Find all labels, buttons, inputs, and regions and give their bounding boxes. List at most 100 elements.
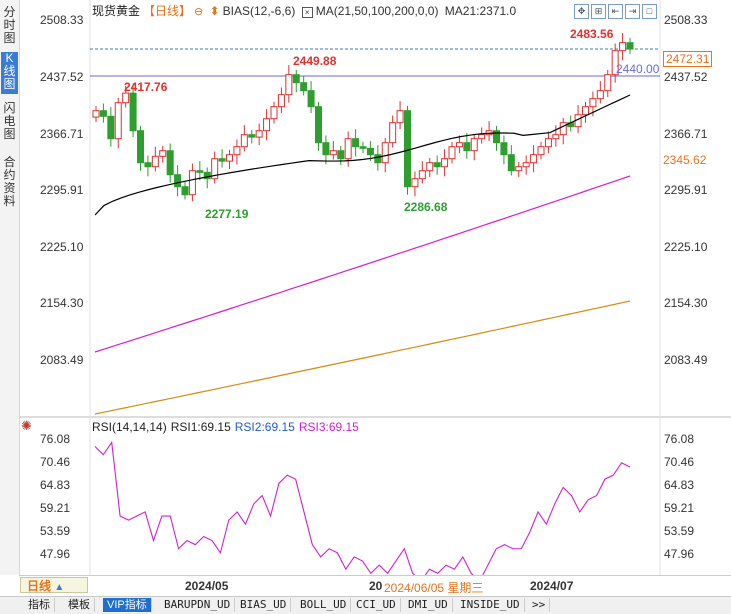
- axis-tick: 76.08: [664, 432, 695, 446]
- date-axis: [19, 575, 731, 595]
- ma100-line: [94, 175, 631, 353]
- period-arrow-icon: ▲: [54, 582, 65, 593]
- candle-body: [337, 150, 345, 160]
- candle-body: [552, 134, 560, 140]
- tab-cci[interactable]: CCI_UD: [352, 598, 401, 612]
- candle-body: [396, 110, 404, 124]
- high-price-label: 2483.56: [570, 27, 614, 41]
- current-price-tag: 2472.31: [663, 51, 713, 67]
- candle-body: [211, 158, 219, 180]
- candle-body: [537, 146, 545, 156]
- chart-toolbar: ✥ ⊞ ⇤ ⇥ □: [572, 1, 657, 19]
- candle-body: [166, 150, 174, 176]
- axis-tick: 2366.71: [40, 127, 84, 141]
- rsi-label[interactable]: RSI(14,14,14): [92, 420, 167, 434]
- candle-body: [344, 138, 352, 160]
- candle-body: [507, 154, 515, 172]
- date-tick: 2024/07: [530, 579, 574, 593]
- candle-body: [352, 138, 360, 148]
- axis-tick: 76.08: [40, 432, 71, 446]
- axis-tick: 70.46: [40, 455, 71, 469]
- indicator-tabbar: [0, 596, 731, 614]
- more-tabs-button[interactable]: >>: [528, 598, 551, 612]
- candle-body: [151, 155, 159, 168]
- candle-body: [263, 118, 271, 132]
- candle-body: [144, 162, 152, 168]
- candle-body: [181, 186, 189, 196]
- ma-price-tag: 2345.62: [663, 153, 707, 167]
- ma-box-icon: ×: [301, 7, 313, 18]
- candle-body: [359, 146, 367, 149]
- maximize-icon[interactable]: □: [642, 4, 657, 19]
- ma200-line: [94, 300, 631, 415]
- axis-tick: 53.59: [40, 524, 71, 538]
- candle-body: [218, 158, 226, 162]
- axis-tick: 2225.10: [664, 240, 708, 254]
- ma-label[interactable]: MA(21,50,100,200,0,0): [315, 4, 439, 18]
- tab-template[interactable]: 模板: [64, 598, 95, 612]
- candle-body: [611, 50, 619, 76]
- candle-body: [530, 154, 538, 164]
- candle-body: [300, 82, 308, 92]
- axis-tick: 2083.49: [664, 353, 708, 367]
- candle-body: [285, 74, 293, 96]
- tab-barupdn[interactable]: BARUPDN_UD: [160, 598, 236, 612]
- axis-tick: 2437.52: [40, 70, 84, 84]
- tab-contract-info[interactable]: 合约资料: [3, 155, 16, 208]
- axis-tick: 47.96: [664, 547, 695, 561]
- candle-body: [418, 170, 426, 180]
- tab-kline[interactable]: K线图: [1, 52, 18, 94]
- bias-label[interactable]: BIAS(12,-6,6): [222, 4, 296, 18]
- period-selector[interactable]: 日线 ▲: [20, 577, 88, 593]
- period-label[interactable]: 【日线】: [143, 4, 192, 18]
- date-tick: 20: [369, 579, 383, 593]
- back-icon[interactable]: ⇤: [608, 4, 623, 19]
- candle-body: [129, 92, 137, 132]
- tab-boll[interactable]: BOLL_UD: [296, 598, 352, 612]
- ma21-value: MA21:2371.0: [444, 4, 517, 18]
- axis-tick: 59.21: [664, 501, 695, 515]
- date-tick: 2024/05: [185, 579, 229, 593]
- peak-label: 2417.76: [124, 80, 168, 94]
- cursor-date-label: 2024/06/05 星期三: [384, 581, 484, 595]
- candle-body: [233, 146, 241, 156]
- candle-body: [596, 90, 604, 100]
- rsi3-value: RSI3:69.15: [298, 420, 359, 434]
- axis-tick: 64.83: [40, 478, 71, 492]
- candle-body: [515, 166, 523, 172]
- candle-body: [626, 42, 634, 50]
- candle-body: [455, 142, 463, 148]
- candle-body: [248, 134, 256, 138]
- left-view-tabs: 分时图 K线图 闪电图 合约资料: [0, 0, 20, 575]
- chart-header: 现货黄金 【日线】 ⊖ ⬍ BIAS(12,-6,6) × MA(21,50,100,2…: [92, 2, 519, 18]
- candle-body: [188, 170, 196, 196]
- candle-body: [604, 74, 612, 92]
- tab-flash[interactable]: 闪电图: [3, 101, 16, 141]
- tab-inside[interactable]: INSIDE_UD: [456, 598, 525, 612]
- tab-timeshare[interactable]: 分时图: [3, 5, 16, 45]
- period-selector-label: 日线: [27, 579, 52, 593]
- tab-dmi[interactable]: DMI_UD: [404, 598, 453, 612]
- axis-tick: 2295.91: [664, 183, 708, 197]
- crosshair-icon[interactable]: ✥: [574, 4, 589, 19]
- candle-body: [196, 170, 204, 173]
- axis-tick: 2295.91: [40, 183, 84, 197]
- forward-icon[interactable]: ⇥: [625, 4, 640, 19]
- settings-circle-icon[interactable]: ⊖: [194, 6, 204, 18]
- axis-tick: 2154.30: [40, 296, 84, 310]
- rsi-header: RSI(14,14,14) RSI1:69.15 RSI2:69.15 RSI3:69…: [92, 420, 363, 434]
- tab-indicator[interactable]: 指标: [24, 598, 55, 612]
- axis-tick: 2154.30: [664, 296, 708, 310]
- axis-tick: 70.46: [664, 455, 695, 469]
- rsi-settings-icon[interactable]: ✺: [21, 418, 32, 433]
- low-label: 2277.19: [205, 207, 249, 221]
- split-icon[interactable]: ⊞: [591, 4, 606, 19]
- candle-body: [544, 138, 552, 148]
- tab-vip-indicator[interactable]: VIP指标: [103, 598, 152, 612]
- candle-body: [448, 146, 456, 160]
- candle-body: [174, 174, 182, 188]
- low-label: 2286.68: [404, 200, 448, 214]
- tab-bias[interactable]: BIAS_UD: [236, 598, 292, 612]
- candle-body: [433, 162, 441, 168]
